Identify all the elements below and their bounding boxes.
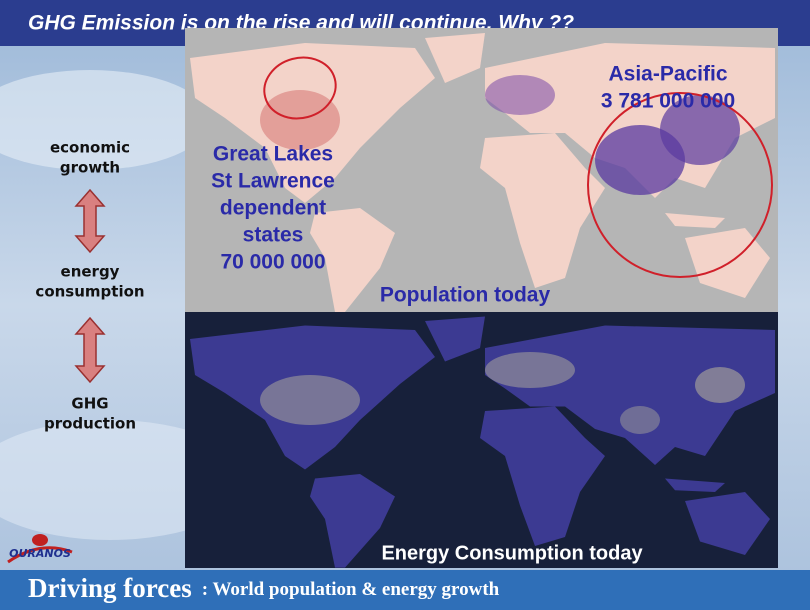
flow-label: consumption xyxy=(35,283,144,301)
energy-map: Energy Consumption today xyxy=(185,312,778,568)
region-label: 70 000 000 xyxy=(220,251,325,274)
logo-mark xyxy=(32,534,48,546)
map-caption: Energy Consumption today xyxy=(381,542,643,564)
flow-label: economic xyxy=(50,139,130,157)
region-label: states xyxy=(243,224,304,247)
logo-text: OURANOS xyxy=(9,547,71,560)
flow-label: production xyxy=(44,415,136,433)
flow-label: growth xyxy=(60,159,120,177)
region-label: Asia-Pacific xyxy=(608,63,727,86)
region-label: St Lawrence xyxy=(211,170,335,193)
footer-title: Driving forces xyxy=(28,573,192,603)
flow-label: energy xyxy=(61,263,120,281)
density xyxy=(485,75,555,115)
flow-label: GHG xyxy=(71,395,108,413)
region-label: 3 781 000 000 xyxy=(601,90,735,113)
population-map: Great Lakes St Lawrence dependent states 70 … xyxy=(185,28,778,312)
city-lights xyxy=(485,352,575,388)
region-label: dependent xyxy=(220,197,326,220)
city-lights xyxy=(695,367,745,403)
city-lights xyxy=(260,375,360,425)
map-caption: Population today xyxy=(380,284,551,307)
slide: GHG Emission is on the rise and will con… xyxy=(0,0,810,610)
region-label: Great Lakes xyxy=(213,143,333,166)
density xyxy=(260,90,340,150)
footer-subtitle: : World population & energy growth xyxy=(202,579,500,600)
city-lights xyxy=(620,406,660,434)
